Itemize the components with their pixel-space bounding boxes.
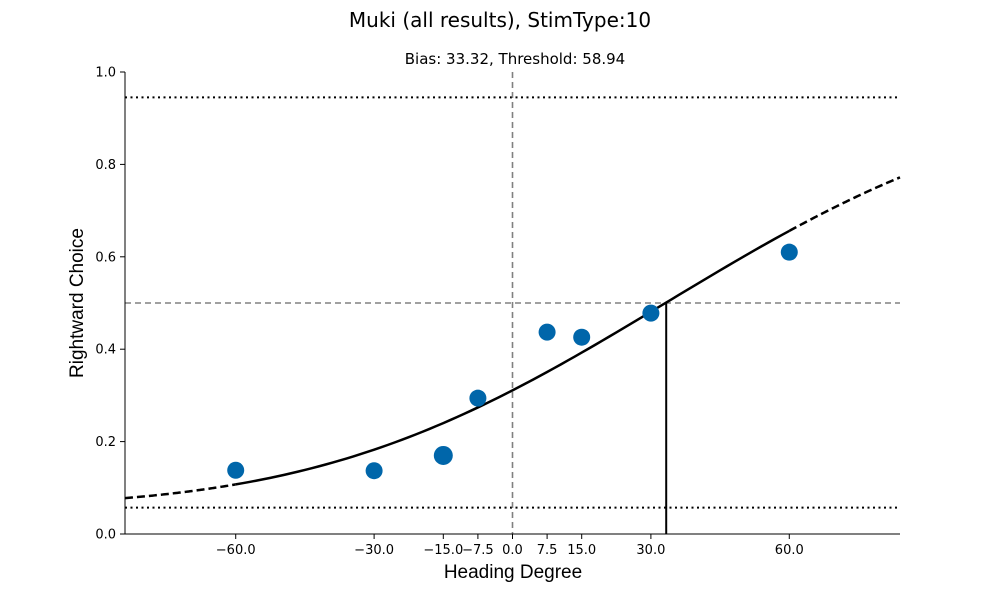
x-tick-label: 15.0 (567, 543, 596, 558)
y-tick-label: 0.4 (95, 343, 116, 358)
chart-subtitle: Bias: 33.32, Threshold: 58.94 (405, 50, 625, 68)
y-tick-label: 0.6 (95, 250, 116, 265)
figure-title: Muki (all results), StimType:10 (348, 8, 652, 32)
x-tick-label: 60.0 (775, 543, 804, 558)
x-tick-label: 7.5 (537, 543, 558, 558)
data-point (538, 323, 556, 341)
x-tick-label: 30.0 (636, 543, 665, 558)
data-point (227, 461, 245, 479)
x-tick-label: −30.0 (354, 543, 394, 558)
x-axis-title: Heading Degree (444, 562, 582, 583)
fit-curve-left-extrapolation (124, 483, 236, 500)
data-point (573, 328, 591, 346)
y-tick-label: 1.0 (95, 66, 116, 81)
fit-curve-right-extrapolation (788, 176, 901, 233)
data-point (780, 243, 798, 261)
fit-curve (235, 229, 790, 486)
y-tick-label: 0.8 (95, 158, 116, 173)
y-axis-title: Rightward Choice (67, 228, 88, 378)
x-tick-label: −15.0 (423, 543, 463, 558)
x-tick-label: −60.0 (216, 543, 256, 558)
x-tick-label: −7.5 (462, 543, 494, 558)
data-point (642, 304, 660, 322)
data-point (469, 389, 487, 407)
data-point (433, 445, 453, 465)
y-tick-label: 0.2 (95, 435, 116, 450)
x-tick-label: 0.0 (502, 543, 523, 558)
y-tick-label: 0.0 (95, 528, 116, 543)
data-point (365, 462, 383, 480)
